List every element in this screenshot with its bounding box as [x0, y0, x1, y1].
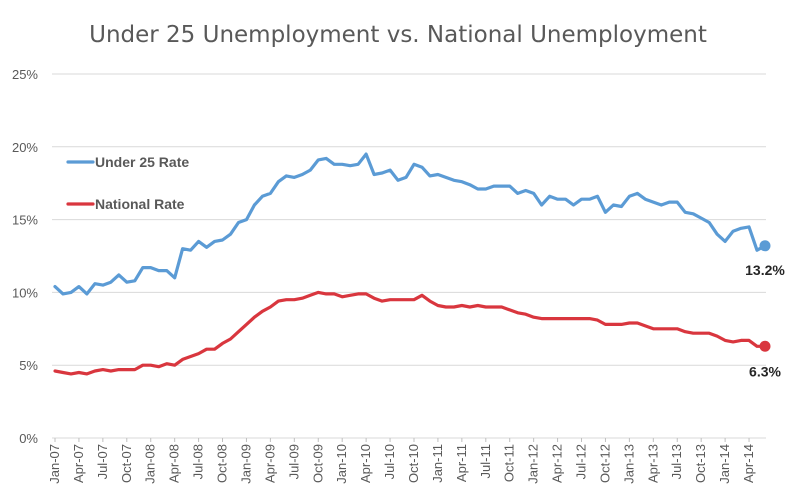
chart-title: Under 25 Unemployment vs. National Unemp…	[89, 22, 707, 48]
x-tick-label: Oct-11	[502, 444, 517, 482]
x-tick-label: Apr-08	[167, 444, 182, 483]
x-tick-label: Jul-07	[95, 444, 110, 479]
x-tick-label: Jan-11	[430, 444, 445, 483]
x-tick-label: Jan-09	[238, 444, 253, 484]
legend-label: National Rate	[95, 196, 185, 212]
x-tick-label: Apr-12	[550, 444, 565, 483]
x-tick-label: Jul-08	[191, 444, 206, 479]
x-tick-label: Oct-07	[119, 444, 134, 483]
end-point-marker	[759, 340, 771, 352]
y-tick-label: 20%	[12, 140, 38, 155]
series-line-under-25	[53, 152, 767, 296]
end-value-label: 13.2%	[745, 262, 785, 278]
x-tick-label: Oct-13	[693, 444, 708, 483]
series-lines	[53, 152, 771, 376]
x-tick-label: Jul-12	[574, 444, 589, 479]
end-value-label: 6.3%	[749, 363, 781, 379]
x-tick-label: Apr-11	[454, 444, 469, 482]
x-tick-label: Apr-13	[645, 444, 660, 483]
x-tick-label: Jul-09	[286, 444, 301, 479]
y-tick-label: 25%	[12, 67, 38, 82]
end-point-marker	[759, 240, 771, 252]
x-tick-label: Jan-08	[143, 444, 158, 484]
x-tick-label: Jan-07	[47, 444, 62, 484]
x-tick-label: Oct-10	[406, 444, 421, 483]
x-tick-label: Oct-09	[310, 444, 325, 483]
end-labels: 13.2% 6.3%	[745, 262, 785, 379]
y-tick-label: 15%	[12, 213, 38, 228]
legend-label: Under 25 Rate	[95, 154, 189, 170]
x-tick-label: Jan-14	[717, 444, 732, 484]
x-tick-label: Jul-11	[478, 444, 493, 478]
series-line-national	[53, 290, 767, 376]
x-axis-ticks: Jan-07 Apr-07 Jul-07 Oct-07 Jan-08 Apr-08 Jul-…	[47, 438, 756, 484]
x-tick-label: Jan-12	[526, 444, 541, 484]
y-tick-label: 0%	[19, 431, 38, 446]
x-tick-label: Jul-13	[669, 444, 684, 479]
x-tick-label: Jan-10	[334, 444, 349, 484]
y-tick-label: 10%	[12, 285, 38, 300]
x-tick-label: Apr-14	[741, 444, 756, 483]
x-tick-label: Apr-07	[71, 444, 86, 483]
x-tick-label: Oct-08	[215, 444, 230, 483]
gridlines	[52, 73, 766, 439]
x-tick-label: Apr-10	[358, 444, 373, 483]
y-axis-ticks: 0% 5% 10% 15% 20% 25%	[12, 67, 38, 446]
y-tick-label: 5%	[19, 358, 38, 373]
x-tick-label: Apr-09	[262, 444, 277, 483]
legend: Under 25 Rate National Rate	[66, 154, 189, 212]
x-tick-label: Jan-13	[621, 444, 636, 484]
x-tick-label: Jul-10	[382, 444, 397, 479]
x-tick-label: Oct-12	[597, 444, 612, 483]
